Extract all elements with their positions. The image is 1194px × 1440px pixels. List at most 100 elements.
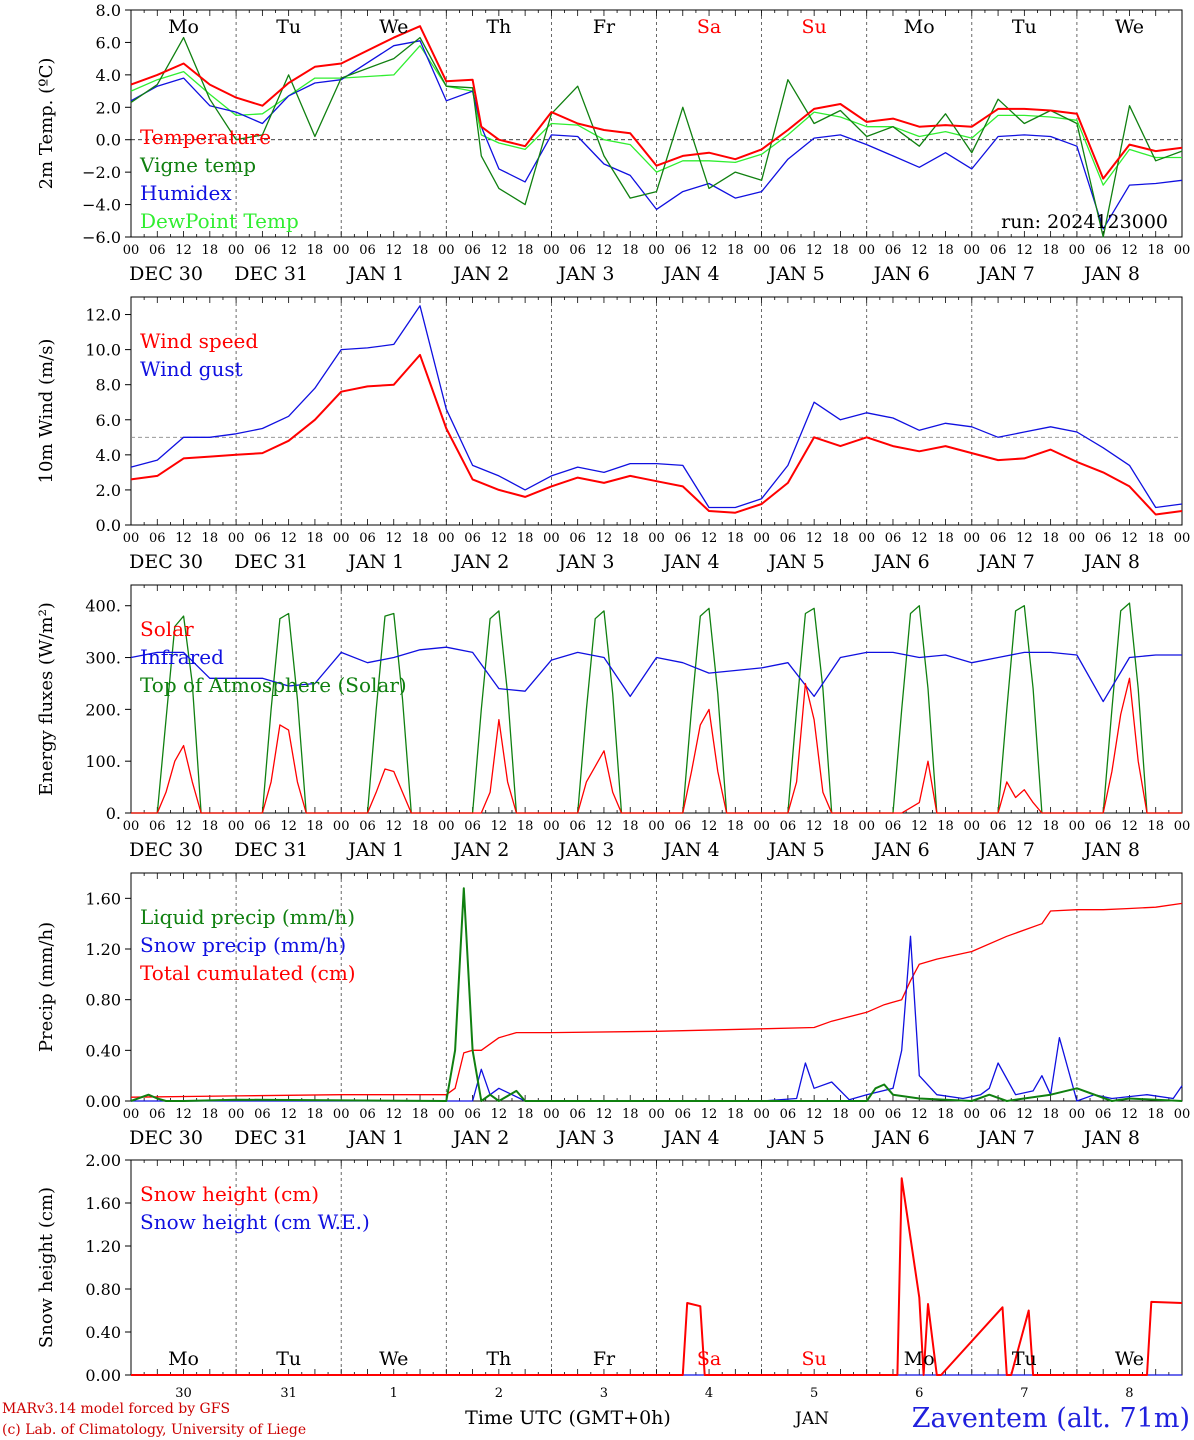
hour-tick-label: 12 [1016,1107,1033,1122]
date-label: JAN 5 [767,263,825,285]
hour-tick-label: 06 [569,243,586,258]
hour-tick-label: 06 [254,531,271,546]
hour-tick-label: 18 [1042,243,1059,258]
weekday-label: Mo [904,16,935,38]
weekday-label: Th [486,16,511,38]
hour-tick-label: 18 [832,819,849,834]
hour-tick-label: 06 [359,1107,376,1122]
hour-tick-label: 06 [885,531,902,546]
weekday-label: We [379,1348,408,1370]
y-tick-label: 0. [106,804,121,823]
date-label: DEC 30 [129,263,203,285]
hour-tick-label: 18 [1147,819,1164,834]
date-label: JAN 3 [556,1127,614,1149]
hour-tick-label: 06 [569,1107,586,1122]
weekday-label: Mo [168,1348,199,1370]
hour-tick-label: 12 [175,819,192,834]
date-label: JAN 4 [661,1127,719,1149]
day-number-label: 5 [810,1386,818,1401]
hour-tick-label: 12 [701,819,718,834]
y-tick-label: 0.0 [96,516,121,535]
hour-tick-label: 00 [964,243,981,258]
y-tick-label: −6.0 [82,228,121,247]
hour-tick-label: 12 [701,531,718,546]
hour-tick-label: 18 [727,1107,744,1122]
hour-tick-label: 12 [596,819,613,834]
date-label: JAN 4 [661,551,719,573]
y-tick-label: 0.00 [85,1092,121,1111]
hour-tick-label: 06 [675,819,692,834]
hour-tick-label: 12 [701,243,718,258]
series-line-total-cumulated-cm [130,902,1183,1098]
hour-tick-label: 00 [858,243,875,258]
hour-tick-label: 06 [254,1107,271,1122]
hour-tick-label: 18 [622,243,639,258]
panel-2: 12.0 10.0 8.0 6.0 4.0 2.0 0.0 10m Wind (m/s) Win… [36,296,1190,573]
hour-tick-label: 00 [753,1107,770,1122]
hour-tick-label: 12 [491,819,508,834]
date-label: JAN 7 [977,1127,1035,1149]
hour-tick-label: 00 [438,1107,455,1122]
hour-tick-label: 18 [937,1107,954,1122]
legend-entry: Infrared [140,645,224,669]
hour-tick-label: 00 [543,1107,560,1122]
series-line-vigne-temp [130,36,1183,238]
panel-5: 2.00 1.60 1.20 0.80 0.40 0.00 Snow height (cm)… [36,1151,1183,1385]
hour-tick-label: 00 [753,243,770,258]
hour-tick-label: 06 [990,531,1007,546]
date-label: JAN 5 [767,1127,825,1149]
weekday-label: Fr [593,16,616,38]
y-tick-label: 8.0 [96,376,121,395]
legend-entry: Total cumulated (cm) [140,961,356,985]
date-label: DEC 31 [234,551,308,573]
y-tick-label: 1.60 [85,889,121,908]
series-line-dewpoint-temp [130,45,1182,186]
y-axis-label: Energy fluxes (W/m²) [36,602,57,796]
hour-tick-label: 06 [464,1107,481,1122]
date-label: JAN 1 [346,1127,404,1149]
hour-tick-label: 12 [491,243,508,258]
hour-tick-label: 06 [149,531,166,546]
hour-tick-label: 06 [254,243,271,258]
hour-tick-label: 00 [438,819,455,834]
day-number-label: 2 [495,1386,503,1401]
date-label: JAN 2 [451,551,509,573]
hour-tick-label: 00 [648,819,665,834]
x-axis-title: Time UTC (GMT+0h) [465,1407,671,1429]
date-label: DEC 31 [234,263,308,285]
hour-tick-label: 06 [149,1107,166,1122]
hour-tick-label: 12 [280,243,297,258]
hour-tick-label: 12 [806,819,823,834]
date-label: JAN 8 [1082,263,1140,285]
hour-tick-label: 06 [675,531,692,546]
y-tick-label: 12.0 [85,306,121,325]
weekday-label: We [379,16,408,38]
hour-tick-label: 18 [202,531,219,546]
hour-tick-label: 12 [385,531,402,546]
hour-tick-label: 18 [727,531,744,546]
hour-tick-label: 18 [1042,531,1059,546]
hour-tick-label: 12 [385,819,402,834]
legend-entry: Snow precip (mm/h) [140,933,346,957]
hour-tick-label: 06 [569,531,586,546]
hour-tick-label: 06 [464,531,481,546]
panel-1: 8.0 6.0 4.0 2.0 0.0 −2.0 −4.0 −6.0 2m Temp. (ºC)… [36,1,1190,285]
series-line-snow-precip-mm-h [131,935,1183,1102]
legend-entry: Top of Atmosphere (Solar) [140,673,407,697]
series-line-wind-speed [130,353,1183,516]
y-axis-label: 10m Wind (m/s) [36,339,57,484]
hour-tick-label: 06 [780,819,797,834]
hour-tick-label: 06 [1095,1107,1112,1122]
hour-tick-label: 18 [1042,819,1059,834]
legend-entry: Snow height (cm) [140,1182,319,1206]
hour-tick-label: 12 [175,1107,192,1122]
panel-4: 1.60 1.20 0.80 0.40 0.00 Precip (mm/h) Liquid … [36,872,1190,1149]
y-tick-label: 2.0 [96,481,121,500]
model-credit-line1: MARv3.14 model forced by GFS [2,1401,230,1417]
y-tick-label: 2.00 [85,1151,121,1170]
weekday-label: Tu [1012,16,1037,38]
weekday-label: Tu [276,16,301,38]
hour-tick-label: 18 [307,819,324,834]
weekday-label: Th [486,1348,511,1370]
